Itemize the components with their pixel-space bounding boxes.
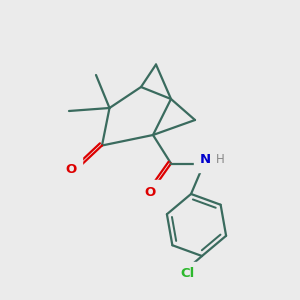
Text: O: O (144, 185, 156, 199)
Text: N: N (200, 153, 211, 167)
Text: Cl: Cl (180, 267, 195, 280)
Text: H: H (216, 153, 225, 167)
Text: O: O (65, 163, 77, 176)
